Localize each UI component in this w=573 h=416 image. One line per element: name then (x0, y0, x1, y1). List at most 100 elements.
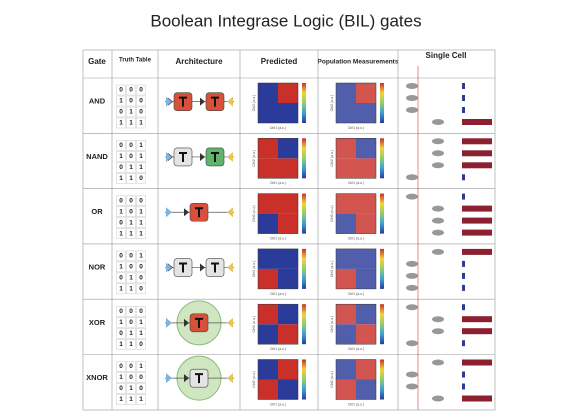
cell-distribution (432, 229, 444, 236)
truth-value: 0 (119, 142, 123, 149)
truth-cell (126, 361, 136, 372)
axis-label-x: Ctrl1 (a.u.) (270, 402, 287, 406)
truth-cell (126, 140, 136, 151)
cell-distribution (432, 162, 444, 169)
predicted-heatmap-cell (258, 304, 278, 325)
arch-terminator (179, 96, 187, 107)
cell-distribution (406, 272, 418, 279)
truth-value: 0 (139, 109, 143, 116)
truth-cell (136, 106, 146, 118)
truth-value: 0 (129, 253, 133, 260)
truth-cell (126, 383, 136, 394)
predicted-heatmap-cell (258, 158, 278, 179)
cell-fraction-bar (462, 193, 465, 200)
population-heatmap-cell (356, 158, 376, 179)
truth-cell (136, 151, 146, 162)
truth-value: 0 (139, 98, 143, 105)
truth-cell (116, 228, 126, 239)
population-heatmap-cell (336, 103, 356, 123)
truth-cell (136, 206, 146, 217)
predicted-heatmap-cell (278, 304, 298, 325)
cell-fraction-bar (462, 95, 465, 101)
axis-label-y: Ctrl2 (a.u.) (252, 95, 256, 112)
population-heatmap-colorbar (380, 193, 384, 234)
truth-value: 0 (129, 264, 133, 271)
truth-value: 1 (129, 120, 133, 127)
arch-promoter (227, 373, 233, 384)
predicted-heatmap-cell (258, 359, 278, 380)
arch-terminator (195, 317, 203, 328)
truth-value: 0 (139, 175, 143, 182)
axis-label-x: Ctrl1 (a.u.) (348, 237, 365, 241)
axis-label-x: Ctrl1 (a.u.) (348, 292, 365, 296)
population-heatmap-cell (336, 193, 356, 214)
truth-cell (116, 95, 126, 107)
header-truth-table: Truth Table (119, 58, 152, 64)
cell-fraction-bar (462, 119, 492, 125)
arch-terminator (211, 151, 219, 162)
truth-value: 0 (129, 363, 133, 370)
truth-value: 1 (129, 396, 133, 403)
arch-promoter (227, 207, 233, 218)
cell-fraction-bar (462, 138, 492, 145)
truth-value: 0 (129, 197, 133, 204)
cell-distribution (432, 119, 444, 125)
axis-label-y: Ctrl2 (a.u.) (252, 150, 256, 167)
arch-terminator (179, 262, 187, 273)
truth-cell (136, 372, 146, 383)
cell-distribution (432, 138, 444, 145)
cell-fraction-bar (462, 328, 492, 335)
cell-distribution (406, 107, 418, 113)
axis-label-y: Ctrl2 (a.u.) (330, 205, 334, 222)
predicted-heatmap-cell (278, 138, 298, 159)
population-heatmap-colorbar (380, 359, 384, 400)
truth-value: 1 (129, 109, 133, 116)
truth-value: 1 (139, 219, 143, 226)
predicted-heatmap-frame (257, 359, 299, 400)
truth-value: 0 (119, 308, 123, 315)
truth-value: 1 (129, 341, 133, 348)
truth-value: 0 (129, 153, 133, 160)
truth-value: 0 (129, 208, 133, 215)
arch-site (200, 263, 205, 272)
arch-promoter (166, 96, 172, 107)
axis-label-y: Ctrl2 (a.u.) (330, 316, 334, 333)
population-heatmap-frame (335, 248, 377, 290)
cell-distribution (406, 304, 418, 311)
population-heatmap-frame (335, 138, 377, 179)
truth-cell (136, 173, 146, 184)
cell-distribution (432, 217, 444, 224)
truth-value: 0 (129, 98, 133, 105)
gate-name: XNOR (86, 373, 108, 382)
population-heatmap-cell (336, 158, 356, 179)
truth-value: 0 (119, 385, 123, 392)
truth-value: 0 (129, 308, 133, 315)
truth-cell (116, 173, 126, 184)
truth-cell (136, 339, 146, 350)
truth-value: 0 (119, 197, 123, 204)
truth-value: 0 (139, 264, 143, 271)
predicted-heatmap-frame (257, 248, 299, 290)
cell-distribution (406, 174, 418, 181)
header-gate: Gate (88, 57, 106, 66)
cell-distribution (432, 395, 444, 402)
truth-cell (126, 272, 136, 284)
truth-value: 1 (129, 385, 133, 392)
truth-value: 0 (129, 142, 133, 149)
truth-cell (116, 272, 126, 284)
cell-distribution (432, 328, 444, 335)
population-heatmap-cell (336, 213, 356, 234)
population-heatmap-cell (336, 304, 356, 325)
truth-cell (126, 328, 136, 339)
predicted-heatmap-cell (258, 193, 278, 214)
truth-value: 0 (119, 363, 123, 370)
truth-cell (116, 383, 126, 394)
truth-value: 1 (139, 153, 143, 160)
predicted-heatmap-frame (257, 303, 299, 345)
arch-site (200, 152, 205, 161)
truth-value: 1 (139, 396, 143, 403)
truth-value: 1 (119, 341, 123, 348)
truth-value: 0 (139, 275, 143, 282)
population-heatmap-frame (335, 82, 377, 124)
truth-cell (116, 217, 126, 228)
